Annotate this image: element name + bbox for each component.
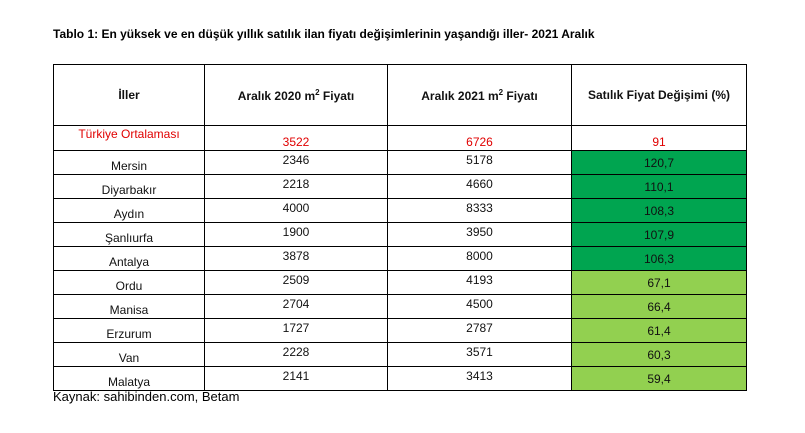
row-city: Manisa	[53, 294, 205, 319]
average-change: 91	[571, 125, 747, 151]
table-title: Tablo 1: En yüksek ve en düşük yıllık sa…	[53, 27, 595, 41]
table-row: Malatya 2141 3413 59,4	[53, 366, 747, 391]
average-price-2021: 6726	[387, 125, 572, 151]
row-change: 59,4	[571, 366, 747, 391]
row-change: 106,3	[571, 246, 747, 271]
row-price-2021: 8333	[387, 198, 572, 223]
row-price-2020: 3878	[204, 246, 388, 271]
row-price-2020: 4000	[204, 198, 388, 223]
table-row: Diyarbakır 2218 4660 110,1	[53, 174, 747, 199]
row-city: Van	[53, 342, 205, 367]
header-price-2020: Aralık 2020 m2 Fiyatı	[204, 64, 388, 126]
row-city: Mersin	[53, 150, 205, 175]
table-row: Antalya 3878 8000 106,3	[53, 246, 747, 271]
header-change: Satılık Fiyat Değişimi (%)	[571, 64, 747, 126]
source-note: Kaynak: sahibinden.com, Betam	[53, 389, 240, 404]
row-price-2020: 2228	[204, 342, 388, 367]
row-city: Erzurum	[53, 318, 205, 343]
table-row: Şanlıurfa 1900 3950 107,9	[53, 222, 747, 247]
row-change: 110,1	[571, 174, 747, 199]
row-price-2020: 2704	[204, 294, 388, 319]
row-price-2020: 2346	[204, 150, 388, 175]
row-city: Diyarbakır	[53, 174, 205, 199]
row-change: 108,3	[571, 198, 747, 223]
row-change: 120,7	[571, 150, 747, 175]
row-price-2021: 5178	[387, 150, 572, 175]
row-price-2021: 4193	[387, 270, 572, 295]
row-price-2020: 2141	[204, 366, 388, 391]
average-row: Türkiye Ortalaması 3522 6726 91	[53, 125, 747, 151]
table-row: Van 2228 3571 60,3	[53, 342, 747, 367]
row-city: Aydın	[53, 198, 205, 223]
row-price-2021: 3413	[387, 366, 572, 391]
row-change: 107,9	[571, 222, 747, 247]
row-price-2021: 4500	[387, 294, 572, 319]
row-price-2020: 1900	[204, 222, 388, 247]
price-change-table: İller Aralık 2020 m2 Fiyatı Aralık 2021 …	[53, 64, 747, 391]
row-price-2021: 2787	[387, 318, 572, 343]
table-row: Mersin 2346 5178 120,7	[53, 150, 747, 175]
average-price-2020: 3522	[204, 125, 388, 151]
row-price-2021: 4660	[387, 174, 572, 199]
row-change: 66,4	[571, 294, 747, 319]
row-price-2021: 3571	[387, 342, 572, 367]
row-city: Şanlıurfa	[53, 222, 205, 247]
row-price-2021: 8000	[387, 246, 572, 271]
row-change: 61,4	[571, 318, 747, 343]
table-row: Aydın 4000 8333 108,3	[53, 198, 747, 223]
row-price-2021: 3950	[387, 222, 572, 247]
average-city: Türkiye Ortalaması	[53, 125, 205, 151]
row-price-2020: 2218	[204, 174, 388, 199]
row-change: 60,3	[571, 342, 747, 367]
table-row: Ordu 2509 4193 67,1	[53, 270, 747, 295]
header-price-2021: Aralık 2021 m2 Fiyatı	[387, 64, 572, 126]
row-price-2020: 2509	[204, 270, 388, 295]
row-price-2020: 1727	[204, 318, 388, 343]
table-row: Erzurum 1727 2787 61,4	[53, 318, 747, 343]
header-row: İller Aralık 2020 m2 Fiyatı Aralık 2021 …	[53, 64, 747, 126]
row-city: Ordu	[53, 270, 205, 295]
table-row: Manisa 2704 4500 66,4	[53, 294, 747, 319]
header-city: İller	[53, 64, 205, 126]
row-city: Antalya	[53, 246, 205, 271]
row-city: Malatya	[53, 366, 205, 391]
row-change: 67,1	[571, 270, 747, 295]
